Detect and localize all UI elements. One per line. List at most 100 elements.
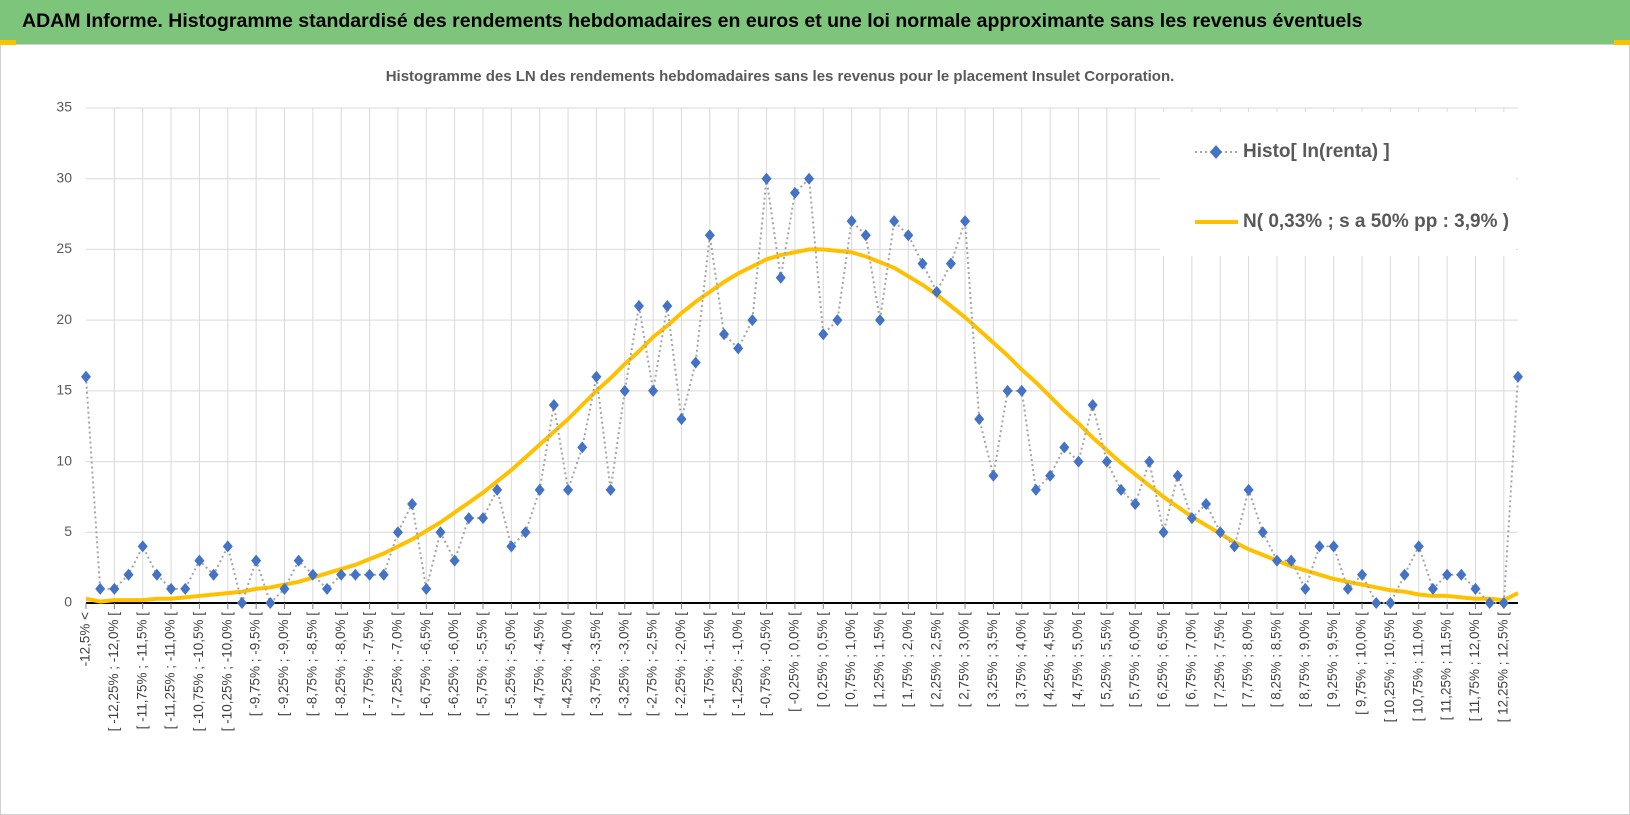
x-tick-label: [ -4,75% ; -4,5% [: [531, 612, 546, 717]
y-tick-label: 10: [56, 452, 72, 468]
data-point: [194, 554, 205, 567]
data-point: [917, 257, 928, 270]
data-point: [407, 498, 418, 510]
legend-label: Histo[ ln(renta) ]: [1243, 141, 1390, 162]
x-tick-label: [ 1,25% ; 1,5% [: [872, 612, 887, 708]
data-point: [988, 469, 999, 482]
y-tick-label: 20: [56, 311, 72, 327]
data-point: [307, 568, 318, 581]
x-tick-label: [ -0,25% ; 0,0% [: [786, 612, 801, 712]
data-point: [1357, 568, 1368, 581]
x-tick-label: [ 0,25% ; 0,5% [: [815, 612, 830, 708]
data-point: [1059, 441, 1070, 454]
data-point: [1045, 469, 1056, 482]
data-point: [1144, 455, 1155, 468]
data-point: [945, 257, 956, 270]
x-tick-label: [ -0,75% ; -0,5% [: [758, 612, 773, 717]
data-point: [1399, 568, 1410, 581]
data-point: [137, 540, 148, 553]
x-tick-label: [ 8,75% ; 9,0% [: [1297, 612, 1312, 708]
data-point: [1413, 540, 1424, 553]
data-point: [577, 441, 588, 454]
data-point: [180, 582, 191, 595]
data-point: [676, 413, 687, 426]
data-point: [1186, 512, 1197, 525]
x-tick-label: [ 11,75% ; 12,0% [: [1467, 612, 1482, 722]
data-point: [1314, 540, 1325, 553]
x-tick-label: [ 6,75% ; 7,0% [: [1183, 612, 1198, 708]
data-point: [846, 215, 857, 228]
x-tick-label: [ 5,25% ; 5,5% [: [1098, 612, 1113, 708]
x-tick-label: [ -9,75% ; -9,5% [: [248, 612, 263, 717]
data-point: [265, 597, 276, 609]
data-point: [392, 526, 403, 539]
data-point: [889, 215, 900, 228]
x-tick-label: [ -1,75% ; -1,5% [: [701, 612, 716, 717]
data-point: [960, 215, 971, 228]
x-tick-label: [ -11,25% ; -11,0% [: [163, 612, 178, 730]
data-point: [818, 328, 829, 341]
data-point: [350, 568, 361, 581]
x-tick-label: [ -1,25% ; -1,0% [: [730, 612, 745, 717]
data-point: [463, 512, 474, 525]
data-point: [166, 582, 177, 595]
data-point: [506, 540, 517, 553]
x-tick-label: [ -3,25% ; -3,0% [: [616, 612, 631, 717]
data-point: [1300, 582, 1311, 595]
data-point: [1271, 554, 1282, 567]
data-point: [1172, 469, 1183, 482]
data-point: [1243, 483, 1254, 496]
x-tick-label: [ -4,25% ; -4,0% [: [560, 612, 575, 717]
data-point: [761, 172, 772, 185]
data-point: [236, 597, 247, 609]
x-tick-label: [ 4,75% ; 5,0% [: [1070, 612, 1085, 708]
data-point: [719, 328, 730, 341]
data-point: [704, 229, 715, 242]
legend-marker: [1210, 145, 1222, 159]
legend-label: N( 0,33% ; s a 50% pp : 3,9% ): [1243, 211, 1509, 232]
data-point: [860, 229, 871, 242]
y-tick-label: 15: [56, 382, 72, 398]
data-point: [1101, 455, 1112, 468]
x-tick-label: [ -6,25% ; -6,0% [: [446, 612, 461, 717]
x-tick-label: [ 9,75% ; 10,0% [: [1354, 612, 1369, 715]
data-point: [591, 370, 602, 383]
x-tick-label: [ -5,25% ; -5,0% [: [503, 612, 518, 717]
data-point: [222, 540, 233, 553]
data-point: [1470, 582, 1481, 595]
x-tick-label: [ 2,25% ; 2,5% [: [928, 612, 943, 708]
header-bar: [0, 0, 1630, 44]
data-point: [336, 568, 347, 581]
data-point: [648, 384, 659, 397]
data-point: [81, 370, 91, 383]
data-point: [548, 399, 559, 411]
data-point: [435, 526, 446, 539]
data-point: [421, 582, 432, 595]
y-tick-label: 30: [56, 169, 72, 185]
data-point: [832, 314, 843, 327]
data-point: [789, 186, 800, 199]
x-tick-label: [ -10,75% ; -10,5% [: [191, 612, 206, 732]
data-point: [747, 314, 758, 327]
x-tick-label: [ 10,75% ; 11,0% [: [1410, 612, 1425, 722]
data-point: [251, 554, 262, 567]
accent: [0, 40, 16, 45]
data-point: [1513, 370, 1523, 383]
data-point: [1498, 597, 1509, 609]
data-point: [1427, 582, 1438, 595]
data-point: [1073, 455, 1084, 468]
x-tick-label: [ -5,75% ; -5,5% [: [475, 612, 490, 717]
data-point: [1286, 554, 1297, 567]
data-point: [662, 300, 673, 312]
x-tick-label: [ -9,25% ; -9,0% [: [276, 612, 291, 717]
data-point: [1342, 582, 1353, 595]
x-tick-label: [ 4,25% ; 4,5% [: [1042, 612, 1057, 708]
data-point: [1257, 526, 1268, 539]
data-point: [974, 413, 985, 426]
data-point: [1016, 384, 1027, 397]
y-tick-label: 5: [64, 523, 72, 539]
data-point: [1158, 526, 1169, 539]
data-point: [619, 384, 630, 397]
data-point: [1215, 526, 1226, 539]
